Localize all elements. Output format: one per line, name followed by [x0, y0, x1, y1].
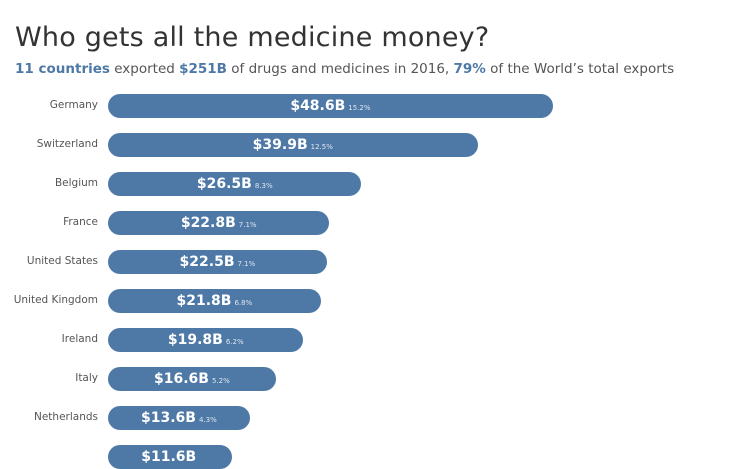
share-label: 7.1%: [237, 260, 256, 268]
bar: $48.6B 15.2%: [108, 94, 553, 118]
share-label: 15.2%: [348, 104, 371, 112]
subtitle-text: exported: [109, 61, 180, 77]
world-share: 79%: [453, 61, 486, 77]
share-label: 5.2%: [211, 377, 230, 385]
bar: $22.8B 7.1%: [108, 211, 330, 235]
value-label: $39.9B: [252, 137, 308, 153]
bar-row: France $22.8B 7.1%: [0, 211, 736, 235]
share-label: 6.2%: [225, 338, 244, 346]
bar-row: Switzerland $39.9B 12.5%: [0, 133, 736, 157]
value-label: $16.6B: [153, 371, 209, 387]
share-label: 6.8%: [234, 299, 253, 307]
total-value: $251B: [179, 61, 227, 77]
bar: $13.6B 4.3%: [108, 406, 250, 430]
bar-row: Germany $48.6B 15.2%: [0, 94, 736, 118]
category-label: Ireland: [61, 333, 98, 345]
value-label: $22.8B: [180, 215, 236, 231]
value-label: $19.8B: [167, 332, 223, 348]
value-label: $13.6B: [141, 410, 196, 426]
category-label: France: [63, 216, 98, 228]
bar-row: $11.6B: [0, 445, 736, 469]
subtitle-text: of drugs and medicines in 2016,: [226, 61, 454, 77]
bar-row: United Kingdom $21.8B 6.8%: [0, 289, 736, 313]
bar: $11.6B: [108, 445, 233, 469]
category-label: United Kingdom: [13, 294, 98, 306]
bar-row: United States $22.5B 7.1%: [0, 250, 736, 274]
bar-row: Netherlands $13.6B 4.3%: [0, 406, 736, 430]
bar-row: Belgium $26.5B 8.3%: [0, 172, 736, 196]
bar: $16.6B 5.2%: [108, 367, 276, 391]
bar: $22.5B 7.1%: [108, 250, 327, 274]
value-label: $48.6B: [290, 98, 346, 114]
category-label: Germany: [49, 99, 98, 111]
share-label: 8.3%: [254, 182, 273, 190]
bar: $21.8B 6.8%: [108, 289, 321, 313]
category-label: Belgium: [54, 177, 98, 189]
value-label: $11.6B: [141, 449, 197, 465]
category-label: Netherlands: [33, 411, 98, 423]
share-label: 12.5%: [310, 143, 333, 151]
value-label: $21.8B: [176, 293, 232, 309]
bar-row: Ireland $19.8B 6.2%: [0, 328, 736, 352]
bar-row: Italy $16.6B 5.2%: [0, 367, 736, 391]
category-label: Switzerland: [36, 138, 98, 150]
share-label: 7.1%: [238, 221, 257, 229]
share-label: 4.3%: [198, 416, 217, 424]
category-label: Italy: [75, 372, 98, 384]
bar-chart: Germany $48.6B 15.2% Switzerland $39.9B 12.5%…: [0, 94, 736, 469]
value-label: $26.5B: [196, 176, 252, 192]
bar: $39.9B 12.5%: [108, 133, 478, 157]
country-count: 11 countries: [15, 61, 110, 77]
bar: $19.8B 6.2%: [108, 328, 304, 352]
page-title: Who gets all the medicine money?: [15, 22, 490, 53]
value-label: $22.5B: [179, 254, 235, 270]
subtitle: 11 countries exported $251B of drugs and…: [15, 61, 674, 77]
subtitle-text: of the World’s total exports: [485, 61, 675, 77]
category-label: United States: [26, 255, 98, 267]
bar: $26.5B 8.3%: [108, 172, 362, 196]
